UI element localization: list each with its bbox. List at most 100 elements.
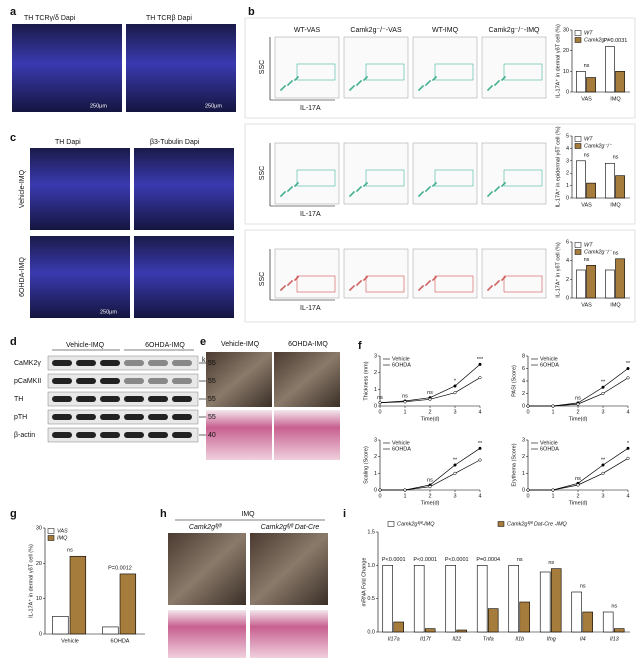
legend-label: WT bbox=[584, 30, 593, 36]
axis-label: SSC bbox=[259, 60, 266, 74]
blot-band bbox=[148, 414, 168, 420]
y-tick-label: 20 bbox=[36, 561, 42, 567]
annotation: P=0.0004 bbox=[476, 557, 500, 563]
group-label: 6OHDA-IMQ bbox=[145, 342, 185, 349]
event-dot bbox=[366, 182, 368, 184]
bar bbox=[576, 71, 586, 93]
bar bbox=[539, 571, 551, 633]
y-tick-label: 0 bbox=[39, 631, 42, 637]
micrograph bbox=[134, 236, 234, 318]
point bbox=[378, 488, 382, 492]
event-dot bbox=[504, 276, 506, 278]
y-axis-label: Thickness (mm) bbox=[363, 361, 369, 400]
event-dot bbox=[422, 191, 424, 193]
flow-plot bbox=[274, 36, 340, 99]
legend-swatch bbox=[574, 249, 582, 255]
x-tick-label: Il13 bbox=[610, 636, 620, 642]
blot-band bbox=[148, 432, 168, 438]
annotation: * bbox=[454, 378, 457, 384]
y-axis-label: IL-17A⁺ in γδT cell (%) bbox=[554, 242, 561, 298]
x-tick-label: 4 bbox=[626, 493, 629, 499]
row-label: 6OHDA-IMQ bbox=[19, 257, 26, 297]
annotation: ns bbox=[584, 257, 590, 263]
gate bbox=[296, 275, 336, 293]
x-tick-label: Tnfa bbox=[483, 636, 494, 642]
y-tick-label: 1.0 bbox=[367, 563, 375, 569]
image-caption: TH TCRβ Dapi bbox=[146, 15, 192, 22]
y-tick-label: 2 bbox=[566, 171, 569, 177]
point bbox=[601, 391, 605, 396]
event-dot bbox=[353, 191, 355, 193]
blot-band bbox=[52, 396, 72, 402]
annotation: ns bbox=[427, 477, 433, 483]
bar bbox=[605, 46, 615, 93]
legend-label: Camk2gᶠˡ/ᶠˡ Dat-Cre -IMQ bbox=[507, 520, 568, 527]
bar bbox=[393, 621, 404, 633]
event-dot bbox=[422, 285, 424, 287]
scale-bar: 250μm bbox=[205, 103, 222, 109]
flow-plot bbox=[274, 142, 340, 205]
legend-swatch bbox=[47, 528, 55, 534]
protein-label: CaMK2γ bbox=[14, 360, 41, 367]
row-frame bbox=[244, 123, 636, 225]
annotation: *** bbox=[477, 357, 484, 363]
y-axis-label: IL-17A⁺ in dermal γδT cell (%) bbox=[27, 544, 34, 618]
point bbox=[576, 402, 580, 406]
legend-label: Camk2g⁻/⁻ bbox=[584, 143, 613, 149]
annotation: ns bbox=[584, 152, 590, 158]
panel-label: f bbox=[358, 340, 362, 352]
y-tick-label: 4 bbox=[522, 378, 525, 384]
event-dot bbox=[297, 182, 299, 184]
x-tick-label: 2 bbox=[576, 493, 579, 499]
y-tick-label: 0.5 bbox=[367, 596, 375, 602]
y-tick-label: 0 bbox=[522, 403, 525, 409]
legend-label: Camk2g⁻/⁻ bbox=[584, 249, 613, 255]
x-tick-label: Vehicle bbox=[61, 638, 79, 644]
point bbox=[478, 362, 482, 366]
flow-plot bbox=[343, 248, 409, 299]
event-dot bbox=[504, 76, 506, 78]
event-dot bbox=[429, 80, 431, 82]
x-tick-label: Il17a bbox=[388, 636, 400, 642]
annotation: ** bbox=[453, 457, 458, 463]
x-tick-label: 3 bbox=[453, 493, 456, 499]
bar bbox=[582, 611, 593, 633]
gate bbox=[503, 63, 543, 81]
flow-plot bbox=[412, 36, 478, 99]
flow-plot bbox=[481, 142, 547, 205]
legend-swatch bbox=[387, 521, 395, 527]
blot-band bbox=[172, 378, 192, 384]
blot-band bbox=[124, 432, 144, 438]
flow-plot bbox=[274, 248, 340, 299]
y-axis-label: mRNA Fold Change bbox=[361, 558, 367, 607]
legend-label: WT bbox=[584, 136, 593, 142]
y-tick-label: 2 bbox=[522, 391, 525, 397]
gate bbox=[365, 63, 405, 81]
point bbox=[526, 404, 530, 408]
micrograph bbox=[12, 24, 122, 112]
size-label: 40 bbox=[208, 432, 216, 439]
point bbox=[403, 488, 407, 492]
size-label: 55 bbox=[208, 414, 216, 421]
event-dot bbox=[297, 76, 299, 78]
annotation: ns bbox=[611, 603, 617, 609]
flow-plot bbox=[481, 36, 547, 99]
event-dot bbox=[498, 80, 500, 82]
point bbox=[626, 446, 630, 450]
legend-swatch bbox=[497, 521, 505, 527]
x-tick-label: 3 bbox=[601, 493, 604, 499]
legend-swatch bbox=[574, 136, 582, 142]
event-dot bbox=[284, 285, 286, 287]
scale-bar: 250μm bbox=[90, 103, 107, 109]
x-tick-label: 6OHDA bbox=[111, 638, 130, 644]
y-axis-label: Erythema (Score) bbox=[511, 443, 517, 486]
image-caption: β3-Tubulin Dapi bbox=[150, 139, 200, 146]
y-tick-label: 2 bbox=[522, 454, 525, 460]
blot-strip bbox=[47, 391, 199, 407]
annotation: ns bbox=[575, 395, 581, 401]
point bbox=[551, 488, 555, 492]
y-tick-label: 5 bbox=[566, 133, 569, 139]
annotation: ** bbox=[601, 380, 606, 386]
x-tick-label: IMQ bbox=[610, 96, 621, 102]
